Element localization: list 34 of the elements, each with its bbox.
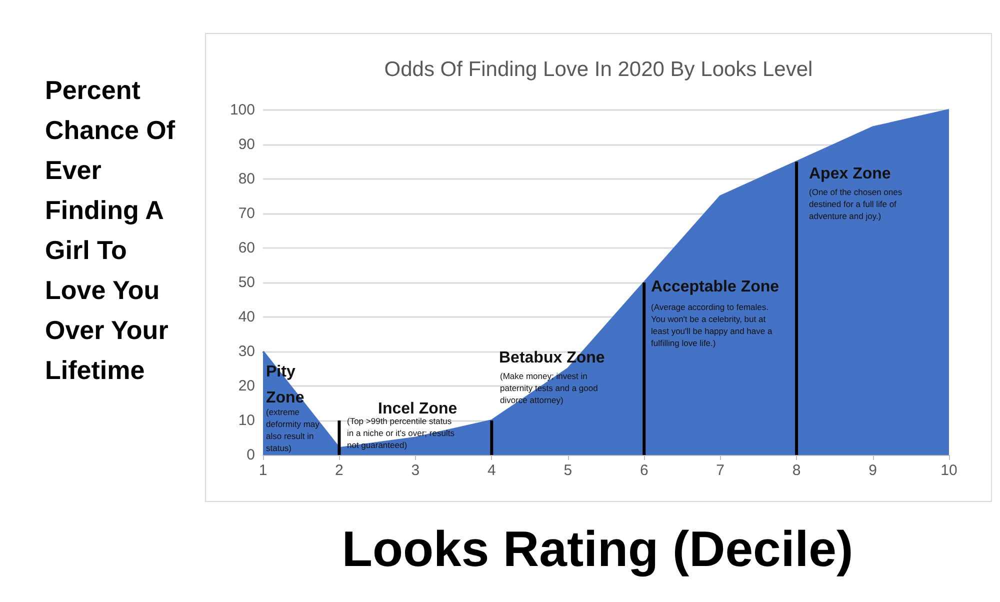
annotation: (One of the chosen ones destined for a full life of adventure and joy.) xyxy=(809,187,902,221)
x-tick-label: 7 xyxy=(716,462,725,479)
y-tick-label: 50 xyxy=(238,274,255,291)
y-tick-label: 70 xyxy=(238,205,255,222)
x-tick-label: 6 xyxy=(640,462,648,479)
annotation: (extreme deformity may also result in status) xyxy=(266,407,320,453)
x-tick-label: 9 xyxy=(868,462,877,479)
y-tick-label: 10 xyxy=(238,412,255,429)
annotation: Apex Zone xyxy=(809,166,891,182)
y-tick-label: 90 xyxy=(238,136,255,153)
x-tick-label: 5 xyxy=(564,462,572,479)
y-tick-label: 0 xyxy=(246,446,255,464)
bar xyxy=(338,420,341,455)
y-tick-label: 40 xyxy=(238,308,255,326)
x-tick-label: 10 xyxy=(940,462,958,479)
annotation: Incel Zone xyxy=(378,400,458,418)
bar xyxy=(795,162,798,455)
annotation: (Average according to females. You won't be a celebrity, but at least you'll be happy and have a fulfilling love life.) xyxy=(651,302,772,348)
x-tick-label: 1 xyxy=(258,462,268,479)
y-tick-label: 80 xyxy=(238,170,255,188)
bar xyxy=(642,282,646,455)
chart-title: Odds Of Finding Love In 2020 By Looks Level xyxy=(384,58,813,81)
y-tick-label: 20 xyxy=(238,378,255,394)
x-axis-title: Looks Rating (Decile) xyxy=(340,520,854,578)
y-axis-title: Percent Chance Of Ever Finding A Girl To Love You Over Your Lifetime xyxy=(45,74,176,387)
annotation: Acceptable Zone xyxy=(651,278,780,296)
x-tick-label: 4 xyxy=(487,462,496,479)
y-tick-label: 30 xyxy=(238,343,255,360)
x-tick-label: 2 xyxy=(335,462,344,479)
x-tick-label: 3 xyxy=(411,462,420,479)
y-tick-label: 100 xyxy=(230,102,255,118)
y-tick-label: 60 xyxy=(238,240,255,256)
bar xyxy=(490,420,494,455)
x-tick-label: 8 xyxy=(792,462,801,479)
